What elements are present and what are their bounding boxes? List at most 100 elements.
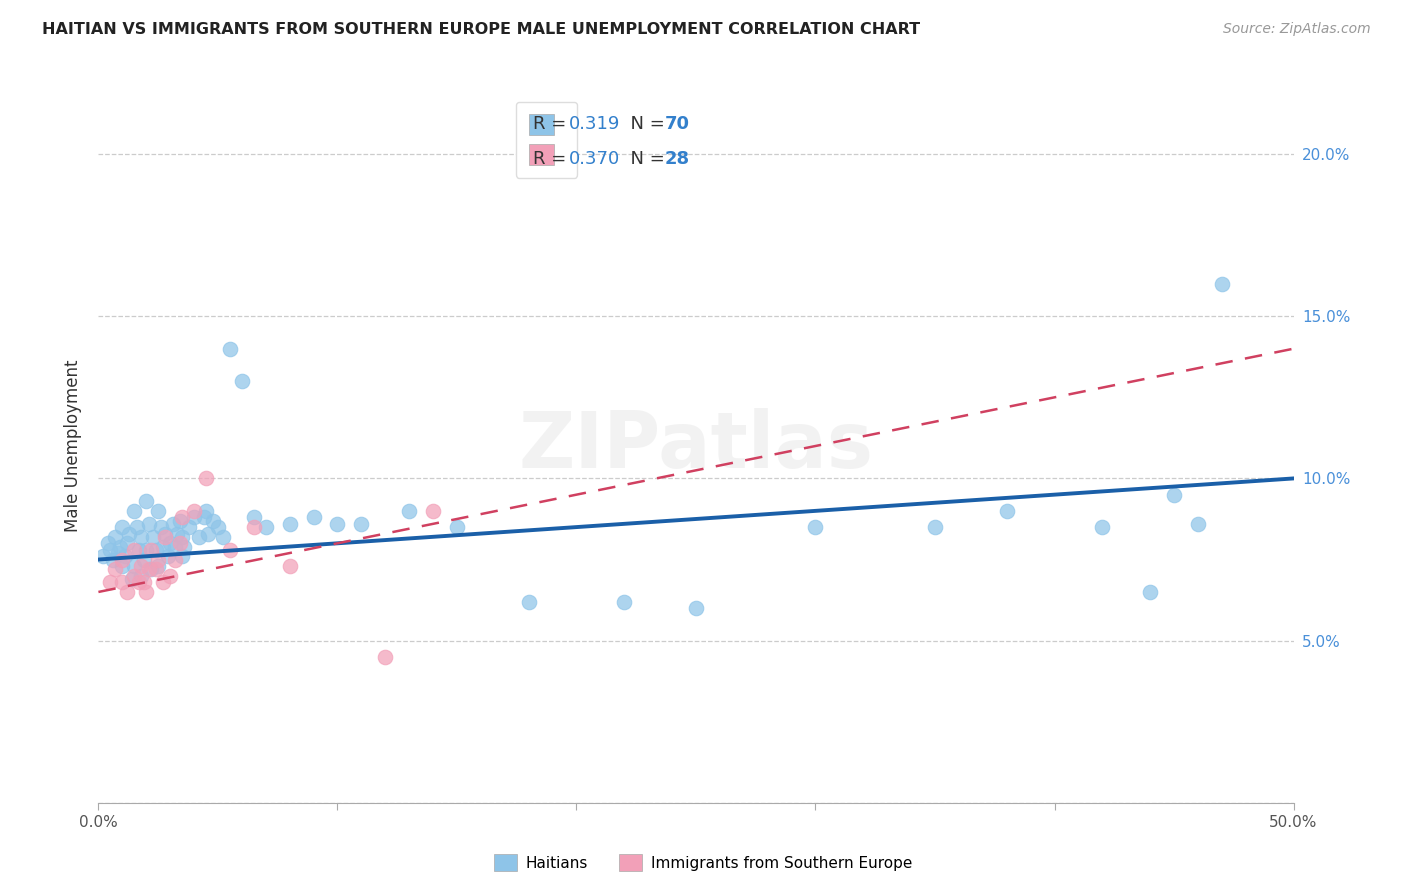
Point	[98, 575, 122, 590]
Point	[148, 504, 170, 518]
Point	[254, 520, 277, 534]
Point	[101, 552, 124, 566]
Point	[211, 530, 233, 544]
Point	[111, 520, 134, 534]
Point	[115, 585, 138, 599]
Text: R =: R =	[533, 150, 572, 168]
Point	[278, 516, 301, 531]
Point	[148, 559, 170, 574]
Point	[142, 530, 165, 544]
Point	[172, 510, 194, 524]
Point	[183, 504, 205, 518]
Point	[138, 516, 160, 531]
Point	[111, 552, 134, 566]
Text: 28: 28	[665, 150, 690, 168]
Point	[350, 516, 373, 531]
Point	[155, 526, 177, 541]
Point	[173, 540, 195, 554]
Point	[302, 510, 325, 524]
Point	[128, 575, 150, 590]
Point	[98, 542, 122, 557]
Point	[163, 552, 186, 566]
Point	[166, 526, 188, 541]
Point	[131, 568, 153, 582]
Point	[172, 530, 194, 544]
Point	[149, 520, 172, 534]
Point	[195, 504, 218, 518]
Point	[104, 530, 127, 544]
Point	[159, 568, 181, 582]
Point	[446, 520, 468, 534]
Point	[278, 559, 301, 574]
Point	[326, 516, 349, 531]
Point	[243, 520, 266, 534]
Point	[139, 562, 162, 576]
Point	[125, 520, 148, 534]
Point	[114, 549, 136, 564]
Point	[128, 542, 150, 557]
Point	[162, 516, 184, 531]
Point	[132, 575, 155, 590]
Point	[97, 536, 120, 550]
Point	[613, 595, 636, 609]
Text: 0.319: 0.319	[569, 115, 620, 133]
Point	[145, 562, 167, 576]
Point	[398, 504, 420, 518]
Point	[131, 559, 153, 574]
Point	[121, 572, 143, 586]
Point	[156, 549, 179, 564]
Text: HAITIAN VS IMMIGRANTS FROM SOUTHERN EUROPE MALE UNEMPLOYMENT CORRELATION CHART: HAITIAN VS IMMIGRANTS FROM SOUTHERN EURO…	[42, 22, 921, 37]
Point	[183, 510, 205, 524]
Point	[132, 552, 155, 566]
Point	[124, 559, 146, 574]
Point	[115, 536, 138, 550]
Point	[207, 520, 229, 534]
Point	[124, 542, 146, 557]
Point	[197, 526, 219, 541]
Point	[91, 549, 114, 564]
Point	[131, 530, 153, 544]
Point	[231, 374, 253, 388]
Legend: Haitians, Immigrants from Southern Europe: Haitians, Immigrants from Southern Europ…	[488, 848, 918, 877]
Text: N =: N =	[619, 150, 671, 168]
Y-axis label: Male Unemployment: Male Unemployment	[65, 359, 83, 533]
Point	[685, 601, 707, 615]
Point	[422, 504, 444, 518]
Point	[104, 562, 127, 576]
Point	[111, 559, 134, 574]
Point	[1091, 520, 1114, 534]
Text: ZIPatlas: ZIPatlas	[519, 408, 873, 484]
Point	[374, 649, 396, 664]
Legend: , : ,	[516, 102, 578, 178]
Point	[202, 514, 225, 528]
Point	[172, 549, 194, 564]
Point	[195, 471, 218, 485]
Point	[135, 585, 157, 599]
Point	[148, 552, 170, 566]
Point	[804, 520, 827, 534]
Point	[187, 530, 209, 544]
Point	[155, 530, 177, 544]
Point	[1187, 516, 1209, 531]
Point	[152, 575, 174, 590]
Point	[924, 520, 946, 534]
Point	[163, 540, 186, 554]
Point	[135, 542, 157, 557]
Point	[159, 536, 181, 550]
Text: 0.370: 0.370	[569, 150, 620, 168]
Point	[219, 542, 242, 557]
Text: N =: N =	[619, 115, 671, 133]
Point	[118, 526, 141, 541]
Point	[107, 546, 129, 560]
Point	[169, 514, 191, 528]
Point	[111, 575, 134, 590]
Point	[169, 536, 191, 550]
Text: Source: ZipAtlas.com: Source: ZipAtlas.com	[1223, 22, 1371, 37]
Point	[1139, 585, 1161, 599]
Point	[517, 595, 540, 609]
Point	[135, 494, 157, 508]
Point	[124, 504, 146, 518]
Point	[995, 504, 1018, 518]
Point	[108, 540, 131, 554]
Point	[1211, 277, 1233, 291]
